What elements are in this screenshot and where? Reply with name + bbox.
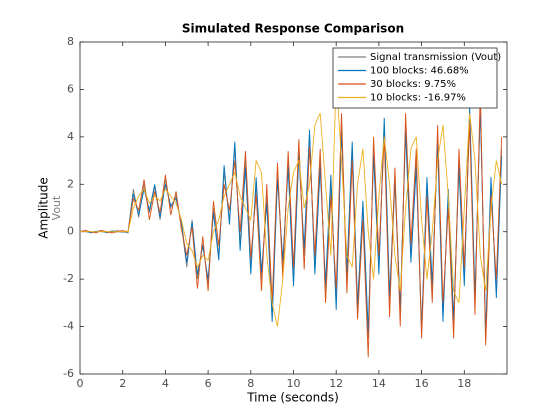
x-axis-label: Time (seconds) <box>246 391 339 405</box>
series-line <box>80 77 503 327</box>
series-line <box>80 106 503 334</box>
x-tick-label: 4 <box>162 377 169 390</box>
chart-title: Simulated Response Comparison <box>182 22 404 36</box>
legend-label: 10 blocks: -16.97% <box>370 93 466 104</box>
y-tick-label: -4 <box>63 320 74 333</box>
x-tick-label: 8 <box>247 377 254 390</box>
series-line <box>80 89 503 358</box>
x-tick-label: 2 <box>119 377 126 390</box>
x-tick-label: 18 <box>457 377 471 390</box>
x-tick-label: 0 <box>77 377 84 390</box>
x-tick-label: 6 <box>205 377 212 390</box>
x-tick-label: 16 <box>415 377 429 390</box>
y-tick-label: 8 <box>67 35 74 48</box>
y-tick-label: 2 <box>67 177 74 190</box>
y-tick-label: 6 <box>67 82 74 95</box>
legend-label: 30 blocks: 9.75% <box>370 79 456 90</box>
legend-label: 100 blocks: 46.68% <box>370 66 469 77</box>
legend-label: Signal transmission (Vout) <box>370 52 501 63</box>
x-tick-label: 12 <box>329 377 343 390</box>
y-axis-sublabel: Vout <box>50 195 63 220</box>
x-tick-label: 14 <box>372 377 386 390</box>
y-tick-label: -2 <box>63 272 74 285</box>
y-tick-label: -6 <box>63 367 74 380</box>
y-tick-label: 4 <box>67 130 74 143</box>
x-tick-label: 10 <box>287 377 301 390</box>
y-tick-label: 0 <box>67 225 74 238</box>
y-axis-label: Amplitude <box>37 177 51 239</box>
